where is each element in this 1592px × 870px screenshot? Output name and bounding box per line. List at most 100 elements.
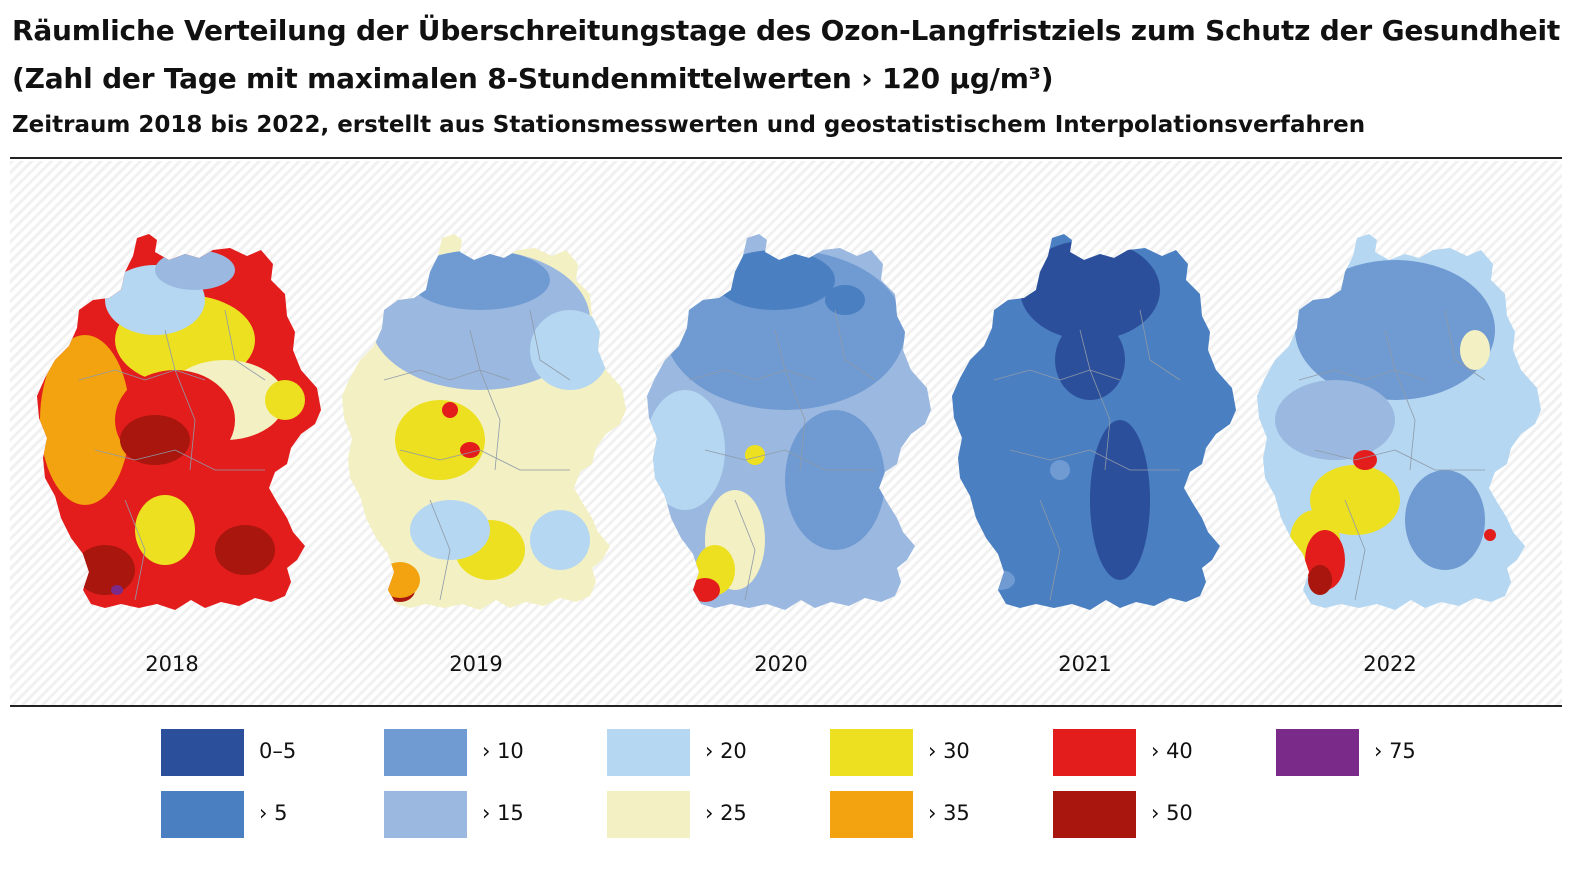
state-border: [993, 369, 1121, 381]
legend-label: › 75: [1374, 739, 1416, 763]
map-value-zone: [111, 585, 123, 595]
legend-item-gt40: › 40: [1053, 729, 1253, 777]
map-value-zone: [1484, 529, 1496, 541]
legend-item-gt30: › 30: [830, 729, 1030, 777]
map-value-zone: [135, 495, 195, 565]
legend-item-gt5: › 5: [161, 791, 361, 839]
legend-swatch: [161, 791, 244, 838]
state-border: [399, 449, 570, 471]
map-2021: [940, 220, 1240, 620]
legend-swatch: [161, 729, 244, 776]
state-border: [834, 309, 876, 381]
chart-title: Räumliche Verteilung der Überschreitungs…: [12, 14, 1561, 47]
map-value-zone: [1405, 470, 1485, 570]
legend-label: › 15: [482, 801, 524, 825]
state-border: [1344, 499, 1366, 601]
year-label-2018: 2018: [145, 652, 199, 676]
germany-map-2018: [37, 234, 321, 610]
legend-label: › 20: [705, 739, 747, 763]
state-border: [1298, 369, 1426, 381]
state-border: [429, 499, 451, 601]
map-value-zone: [985, 570, 1015, 590]
map-value-zone: [1275, 380, 1395, 460]
legend-item-gt35: › 35: [830, 791, 1030, 839]
state-border: [688, 369, 816, 381]
state-border: [1444, 309, 1486, 381]
state-border: [224, 309, 266, 381]
map-value-zone: [1090, 420, 1150, 580]
map-value-zone: [715, 250, 835, 310]
map-base-region: [952, 234, 1236, 610]
legend-swatch: [607, 791, 690, 838]
legend-item-gt15: › 15: [384, 791, 584, 839]
map-value-zone: [1020, 240, 1160, 340]
map-value-zone: [1460, 330, 1490, 370]
legend-label: › 5: [259, 801, 288, 825]
state-border: [1139, 309, 1181, 381]
germany-map-2019: [342, 234, 626, 610]
legend-swatch: [384, 729, 467, 776]
map-value-zone: [690, 578, 720, 602]
legend-label: 0–5: [259, 739, 297, 763]
state-border: [1009, 449, 1180, 471]
legend-label: › 35: [928, 801, 970, 825]
map-2019: [330, 220, 630, 620]
state-border: [774, 329, 806, 471]
legend-label: › 30: [928, 739, 970, 763]
map-value-zone: [442, 402, 458, 418]
map-value-zone: [410, 250, 550, 310]
map-value-zone: [785, 410, 885, 550]
legend-swatch: [1053, 729, 1136, 776]
map-value-zone: [1310, 465, 1400, 535]
legend-item-gt10: › 10: [384, 729, 584, 777]
legend-item-gt25: › 25: [607, 791, 807, 839]
map-value-zone: [1308, 565, 1332, 595]
legend-swatch: [384, 791, 467, 838]
map-value-zone: [647, 390, 725, 510]
legend-item-0-5: 0–5: [161, 729, 361, 777]
legend-swatch: [607, 729, 690, 776]
legend-label: › 25: [705, 801, 747, 825]
map-value-zone: [265, 380, 305, 420]
map-value-zone: [460, 442, 480, 458]
map-value-zone: [1353, 450, 1377, 470]
map-value-zone: [745, 445, 765, 465]
germany-map-2020: [647, 234, 931, 610]
legend-swatch: [830, 791, 913, 838]
legend-swatch: [1276, 729, 1359, 776]
map-value-zone: [410, 500, 490, 560]
year-label-2022: 2022: [1363, 652, 1417, 676]
map-value-zone: [1050, 460, 1070, 480]
state-border: [469, 329, 501, 471]
map-value-zone: [215, 525, 275, 575]
state-border: [704, 449, 875, 471]
map-value-zone: [530, 510, 590, 570]
year-label-2020: 2020: [754, 652, 808, 676]
map-value-zone: [395, 400, 485, 480]
legend-swatch: [1053, 791, 1136, 838]
top-rule: [10, 157, 1562, 159]
map-2022: [1245, 220, 1545, 620]
legend-item-gt50: › 50: [1053, 791, 1253, 839]
legend-item-gt20: › 20: [607, 729, 807, 777]
bottom-rule: [10, 705, 1562, 707]
chart-title-units: (Zahl der Tage mit maximalen 8-Stundenmi…: [12, 62, 1054, 95]
state-border: [529, 309, 571, 381]
year-label-2019: 2019: [449, 652, 503, 676]
map-value-zone: [40, 335, 130, 505]
map-2018: [25, 220, 325, 620]
year-label-2021: 2021: [1058, 652, 1112, 676]
map-value-zone: [1295, 260, 1495, 400]
map-value-zone: [530, 310, 610, 390]
legend-label: › 50: [1151, 801, 1193, 825]
legend-item-gt75: › 75: [1276, 729, 1476, 777]
map-value-zone: [120, 415, 190, 465]
state-border: [1039, 499, 1061, 601]
state-border: [383, 369, 511, 381]
state-border: [734, 499, 756, 601]
state-border: [164, 329, 196, 471]
state-border: [1384, 329, 1416, 471]
map-value-zone: [75, 545, 135, 595]
map-value-zone: [155, 250, 235, 290]
germany-map-2021: [952, 234, 1236, 610]
